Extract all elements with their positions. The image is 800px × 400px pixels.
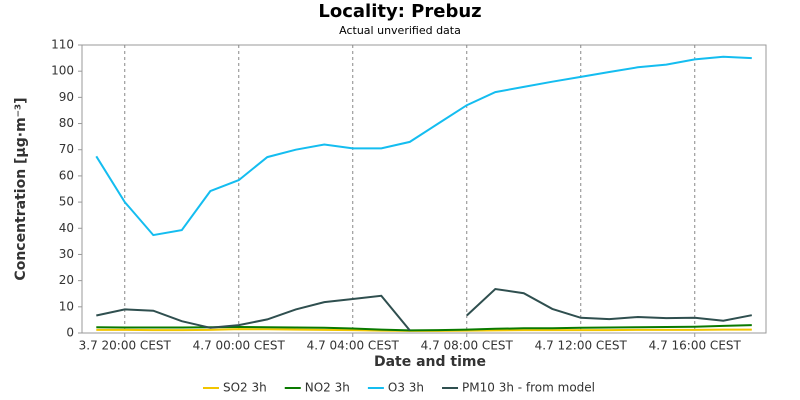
y-tick-label: 0 [66, 326, 74, 340]
chart-subtitle: Actual unverified data [339, 24, 461, 37]
series-line [95, 55, 752, 237]
y-tick-label: 70 [59, 142, 74, 156]
y-tick-label: 80 [59, 116, 74, 130]
x-tick-label: 4.7 00:00 CEST [193, 339, 286, 353]
legend-label: PM10 3h - from model [462, 381, 595, 395]
plot-frame [81, 44, 767, 334]
legend-label: O3 3h [388, 381, 424, 395]
y-tick-label: 10 [59, 299, 74, 313]
y-tick-label: 90 [59, 90, 74, 104]
x-tick-label: 4.7 04:00 CEST [307, 339, 400, 353]
legend-label: SO2 3h [223, 381, 267, 395]
y-tick-label: 100 [51, 64, 74, 78]
x-tick-label: 4.7 08:00 CEST [421, 339, 514, 353]
series-line [96, 287, 752, 332]
y-axis-title: Concentration [μg·m⁻³] [13, 97, 29, 280]
x-tick-label: 4.7 16:00 CEST [649, 339, 742, 353]
y-tick-label: 40 [59, 221, 74, 235]
chart-title: Locality: Prebuz [318, 1, 481, 22]
y-tick-label: 30 [59, 247, 74, 261]
y-tick-label: 60 [59, 168, 74, 182]
x-tick-label: 3.7 20:00 CEST [79, 339, 172, 353]
legend-label: NO2 3h [305, 381, 350, 395]
y-tick-label: 20 [59, 273, 74, 287]
y-tick-label: 50 [59, 195, 74, 209]
x-axis-title: Date and time [374, 354, 486, 370]
y-tick-label: 110 [51, 38, 74, 52]
x-tick-label: 4.7 12:00 CEST [535, 339, 628, 353]
